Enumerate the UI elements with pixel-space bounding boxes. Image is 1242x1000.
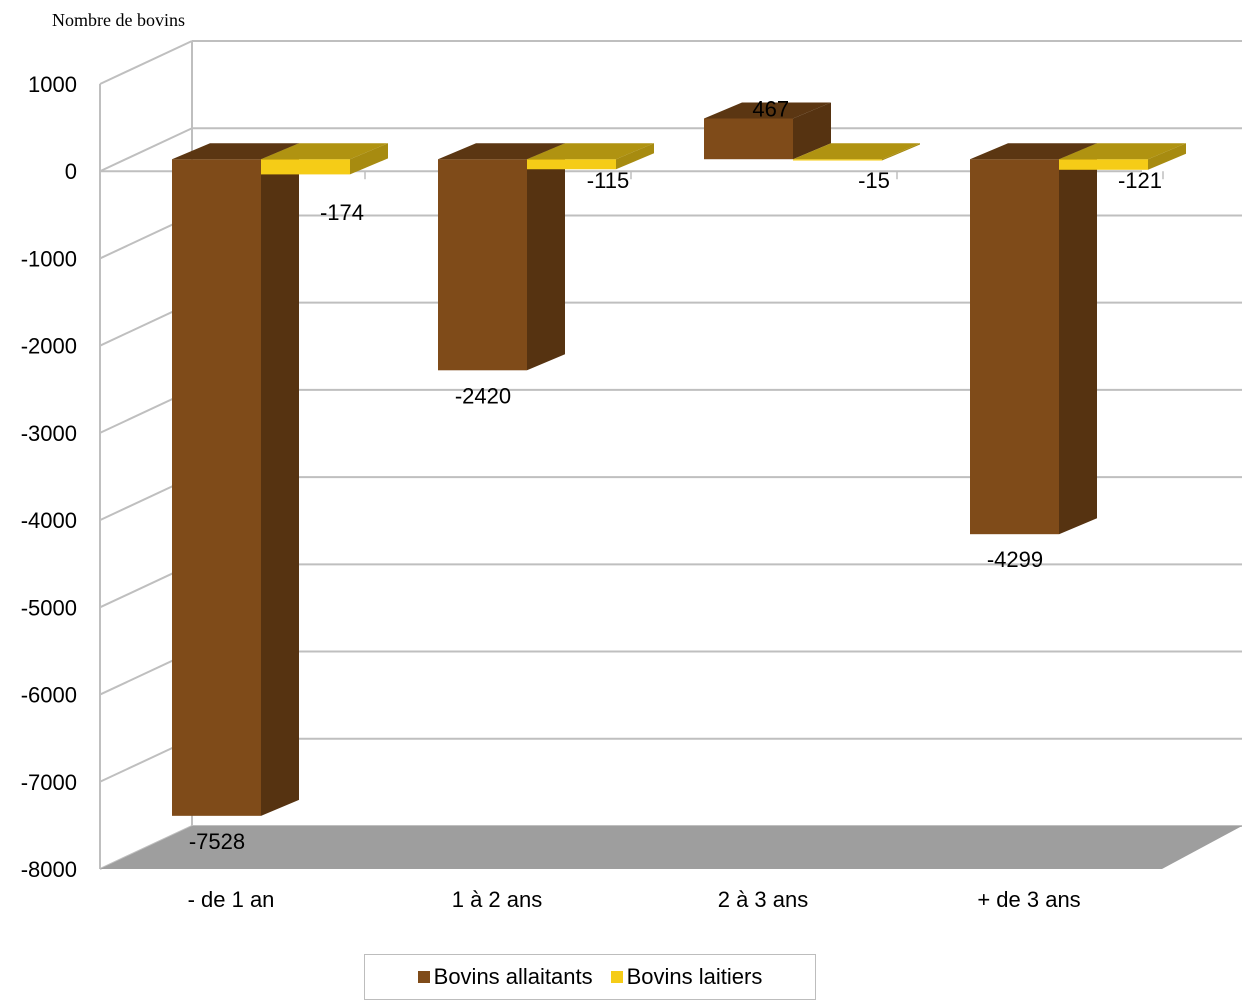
bar-allaitants-top	[704, 102, 831, 119]
y-tick-label: -4000	[21, 508, 77, 533]
legend-swatch-laitiers	[610, 971, 623, 983]
bar-laitiers-side	[1148, 143, 1186, 170]
data-label: -4299	[987, 547, 1043, 572]
bar-laitiers-front	[793, 159, 882, 161]
y-tick-label: 1000	[28, 72, 77, 97]
legend-label-allaitants: Bovins allaitants	[433, 964, 593, 989]
bar-allaitants-front	[438, 159, 527, 371]
bar-laitiers-top	[793, 143, 920, 160]
bar-allaitants-front	[172, 159, 261, 816]
bar-allaitants-side	[1059, 143, 1097, 535]
legend-item-laitiers: Bovins laitiers	[610, 964, 763, 990]
legend-swatch-allaitants	[417, 971, 430, 983]
data-label: -121	[1118, 168, 1162, 193]
data-label: -2420	[455, 383, 511, 408]
y-tick-label: -7000	[21, 770, 77, 795]
gridline-side	[99, 127, 193, 173]
bar-allaitants-front	[970, 159, 1059, 535]
legend: Bovins allaitants Bovins laitiers	[364, 954, 816, 1000]
gridline-side	[99, 40, 193, 85]
x-tick-label: 1 à 2 ans	[452, 887, 543, 912]
data-label: -7528	[189, 829, 245, 854]
y-tick-label: 0	[65, 159, 77, 184]
bar-laitiers-top	[1059, 143, 1186, 160]
bar-laitiers-side	[350, 143, 388, 175]
bar-allaitants-top	[172, 143, 299, 160]
x-tick-label: + de 3 ans	[977, 887, 1080, 912]
bar-laitiers-side	[882, 143, 920, 161]
y-tick-label: -1000	[21, 246, 77, 271]
y-tick-label: -2000	[21, 334, 77, 359]
y-tick-label: -3000	[21, 421, 77, 446]
legend-item-allaitants: Bovins allaitants	[417, 964, 593, 990]
x-tick-label: - de 1 an	[188, 887, 275, 912]
bar-laitiers-side	[616, 143, 654, 170]
bar-laitiers-top	[527, 143, 654, 160]
bar-allaitants-front	[704, 118, 793, 160]
bar-laitiers-front	[261, 159, 350, 175]
bar-allaitants-top	[970, 143, 1097, 160]
bar-laitiers-front	[527, 159, 616, 170]
bar-allaitants-top	[438, 143, 565, 160]
y-tick-label: -8000	[21, 857, 77, 882]
y-tick-label: -6000	[21, 683, 77, 708]
chart-floor	[100, 826, 1242, 869]
data-label: -15	[858, 168, 890, 193]
bar-allaitants-side	[793, 102, 831, 160]
y-axis-title: Nombre de bovins	[52, 10, 185, 30]
data-label: -174	[320, 200, 364, 225]
data-label: 467	[752, 96, 789, 121]
y-tick-label: -5000	[21, 595, 77, 620]
bar-allaitants-side	[527, 143, 565, 371]
bar-laitiers-front	[1059, 159, 1148, 170]
bar-allaitants-side	[261, 143, 299, 816]
legend-label-laitiers: Bovins laitiers	[626, 964, 763, 989]
data-label: -115	[587, 168, 629, 193]
x-tick-label: 2 à 3 ans	[718, 887, 809, 912]
bar-laitiers-top	[261, 143, 388, 160]
